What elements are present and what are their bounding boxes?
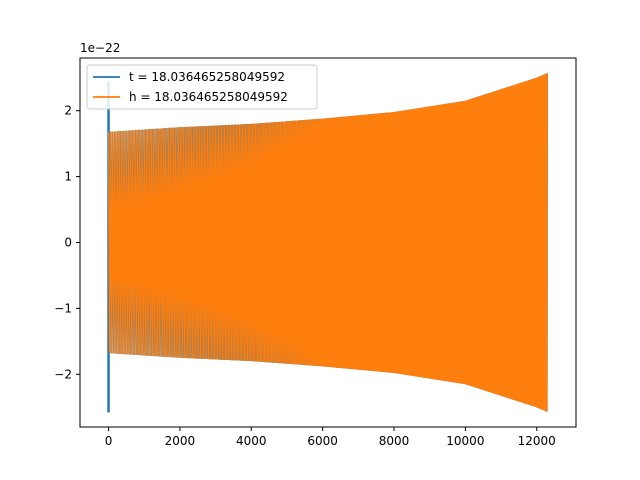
x-tick-label: 12000 [518, 434, 556, 448]
x-tick-label: 6000 [307, 434, 338, 448]
y-tick-label: −2 [54, 367, 72, 381]
legend-box [86, 64, 318, 110]
x-tick-label: 2000 [165, 434, 196, 448]
y-tick-label: 0 [64, 236, 72, 250]
x-tick-label: 8000 [379, 434, 410, 448]
y-tick-label: −1 [54, 301, 72, 315]
plot-lines [107, 73, 548, 413]
x-tick-label: 0 [105, 434, 113, 448]
x-tick-label: 10000 [446, 434, 484, 448]
y-offset-text: 1e−22 [80, 41, 120, 55]
x-tick-label: 4000 [236, 434, 267, 448]
y-tick-label: 1 [64, 170, 72, 184]
series-line-2 [107, 73, 548, 412]
y-axis: −2 −1 0 1 2 [54, 104, 80, 381]
y-tick-label: 2 [64, 104, 72, 118]
legend-label-1: t = 18.036465258049592 [129, 70, 285, 84]
legend: t = 18.036465258049592 h = 18.03646525804… [86, 64, 318, 110]
legend-label-2: h = 18.036465258049592 [129, 90, 288, 104]
x-axis: 0 2000 4000 6000 8000 10000 12000 [105, 427, 556, 448]
